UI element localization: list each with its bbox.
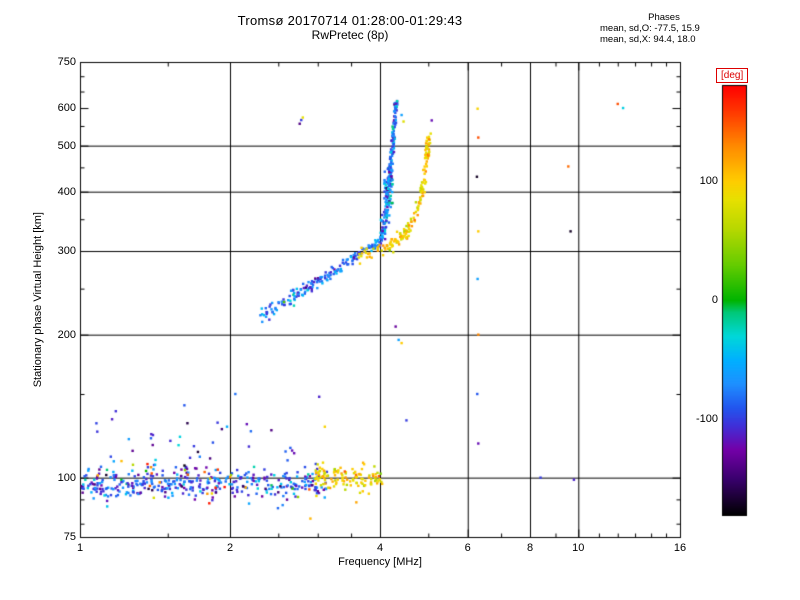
phase-stats-line-x: mean, sd,X: 94.4, 18.0 (600, 34, 696, 45)
phase-stats-header: Phases (648, 12, 680, 23)
y-tick-label: 500 (57, 139, 76, 152)
y-tick-label: 750 (57, 56, 76, 68)
y-axis-label: Stationary phase Virtual Height [km] (32, 211, 44, 388)
colorbar-tick-label: 0 (711, 294, 718, 306)
x-tick-label: 4 (376, 542, 384, 554)
chart-title: Tromsø 20170714 01:28:00-01:29:43 (237, 13, 463, 28)
colorbar-tick-label: 100 (699, 174, 718, 187)
y-tick-label: 300 (57, 245, 76, 258)
x-tick-label: 1 (76, 542, 84, 554)
y-axis-label-wrap: Stationary phase Virtual Height [km] (30, 62, 46, 537)
x-tick-label: 2 (226, 542, 234, 554)
x-tick-label: 8 (526, 542, 534, 554)
x-tick-label: 6 (464, 542, 471, 554)
y-tick-label: 75 (63, 531, 76, 543)
phase-stats-line-o: mean, sd,O: -77.5, 15.9 (600, 23, 700, 34)
x-tick-label: 10 (572, 542, 585, 554)
y-tick-label: 400 (57, 185, 76, 198)
colorbar-unit-label: [deg] (716, 68, 749, 83)
chart-subtitle: RwPretec (8p) (311, 28, 389, 42)
x-tick-label: 16 (673, 542, 687, 554)
colorbar-tick-label: -100 (695, 413, 718, 426)
phase-stats-block: Phases mean, sd,O: -77.5, 15.9 mean, sd,… (600, 12, 758, 45)
y-tick-label: 200 (57, 328, 76, 341)
x-axis-label: Frequency [MHz] (338, 556, 422, 568)
y-tick-label: 100 (57, 471, 76, 484)
y-tick-label: 600 (57, 102, 76, 115)
